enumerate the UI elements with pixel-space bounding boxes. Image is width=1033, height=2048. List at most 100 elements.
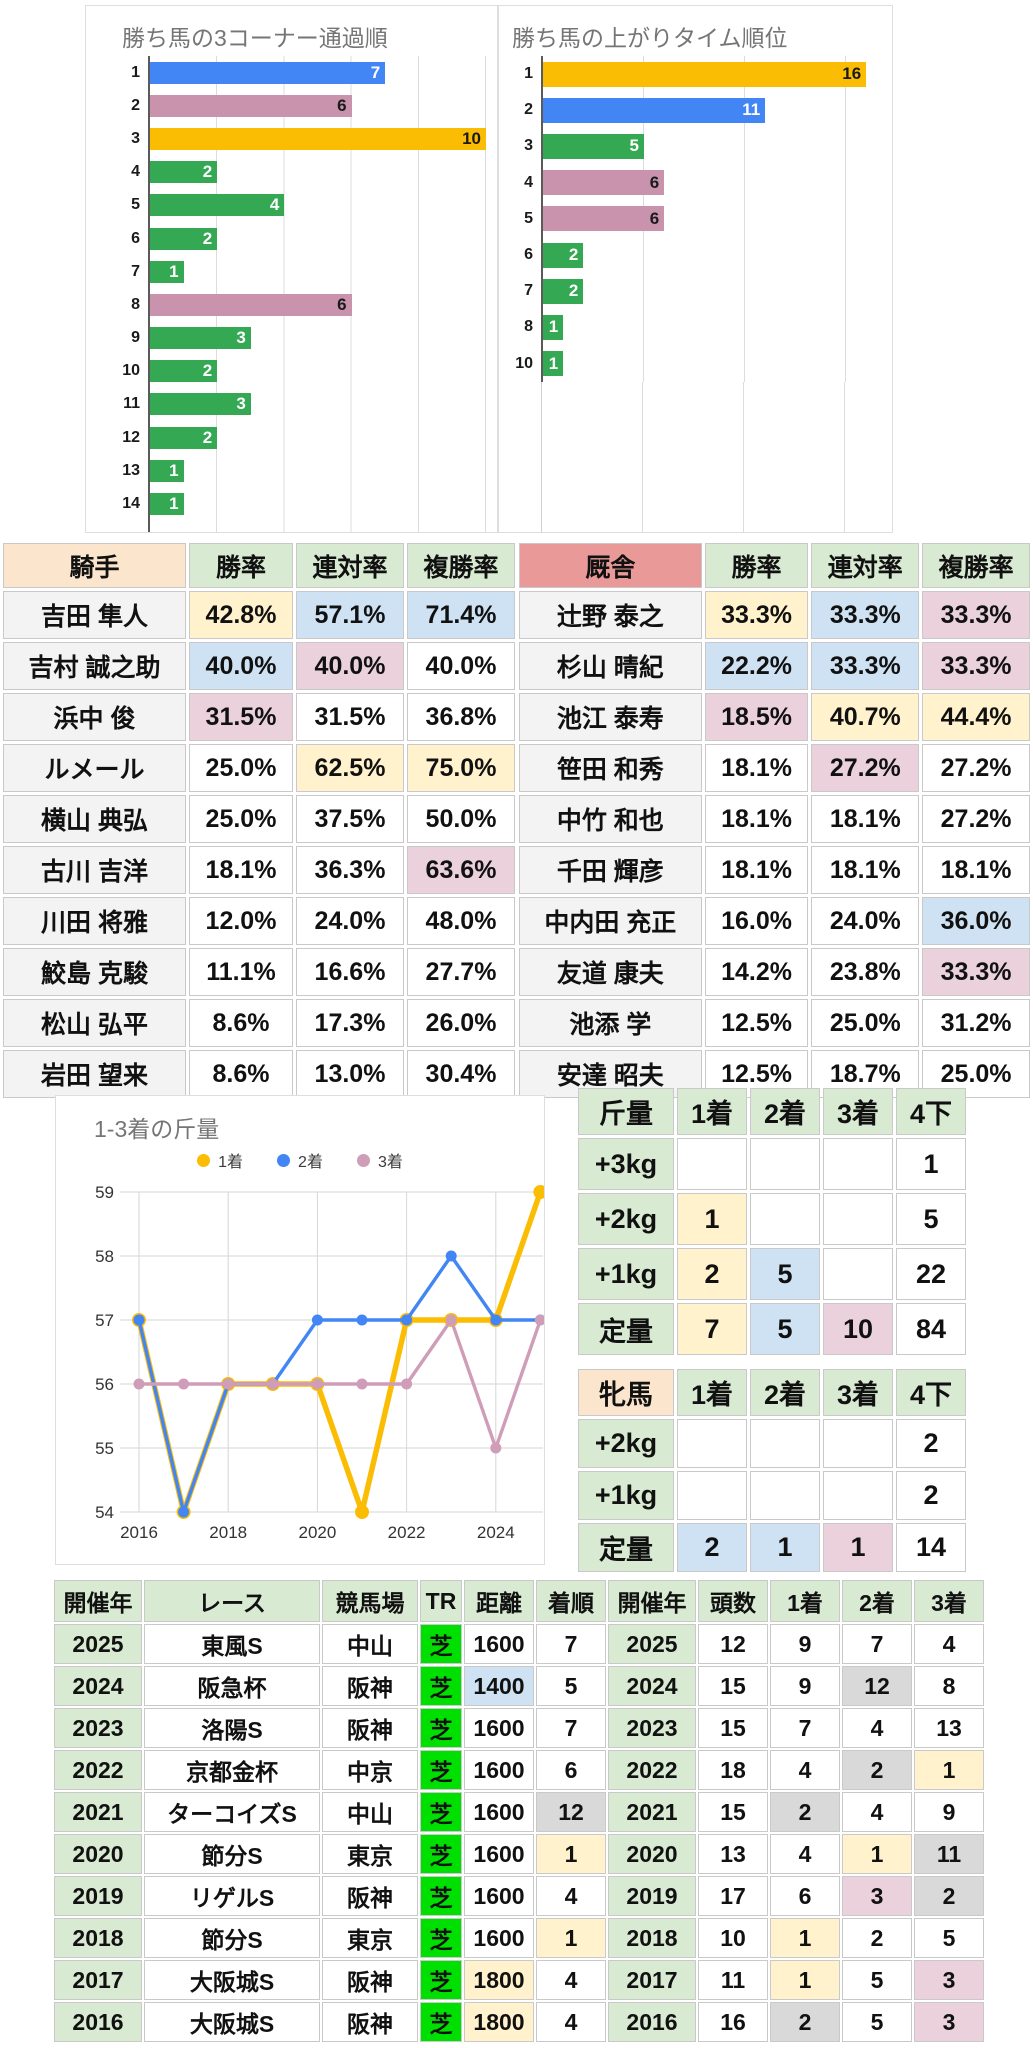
bar-value-label: 3 (236, 394, 246, 414)
cell: 2 (896, 1419, 966, 1468)
cell: 40.0% (189, 642, 293, 690)
cell: 千田 輝彦 (519, 846, 702, 894)
header-row: 牝馬 1着 2着 3着 4下 (578, 1369, 966, 1416)
column-header: レース (144, 1580, 320, 1622)
cell: 4 (536, 1960, 606, 2000)
cell: 2018 (608, 1918, 696, 1958)
cell: 12 (536, 1792, 606, 1832)
cell: 2021 (54, 1792, 142, 1832)
data-point-2着 (401, 1314, 413, 1326)
cell: 2022 (608, 1750, 696, 1790)
cell: 5 (750, 1303, 820, 1355)
table-row: 2019 リゲルS 阪神芝 1600 4 2019 17 6 3 2 (54, 1876, 984, 1916)
carried-weight-table: 斤量 1着 2着 3着 4下 +3kg 1 +2kg 1 5 +1kg 2 5 22 定量 7 5 10 84 (575, 1085, 969, 1358)
cell: ターコイズS (144, 1792, 320, 1832)
bar: 3 (150, 327, 251, 350)
axis-category-label: 1 (131, 63, 140, 81)
cell: 8.6% (189, 999, 293, 1047)
column-header: 競馬場 (322, 1580, 418, 1622)
bar-row: 13 1 (86, 454, 496, 488)
y-axis-label: 56 (95, 1375, 114, 1394)
column-header: 2着 (750, 1088, 820, 1135)
cell: 1600 (464, 1834, 534, 1874)
table-row: 辻野 泰之 33.3% 33.3% 33.3% (519, 591, 1030, 639)
final-time-rank-plot: 1 16 2 11 3 5 4 6 5 6 6 2 7 2 8 1 10 1 (499, 56, 891, 532)
cell: 4 (842, 1792, 912, 1832)
bar-value-label: 2 (568, 245, 579, 265)
cell: 12.0% (189, 897, 293, 945)
cell: 6 (536, 1750, 606, 1790)
cell: 11 (914, 1834, 984, 1874)
cell: 1 (896, 1138, 966, 1190)
cell: 11 (698, 1960, 768, 2000)
legend-item-1st: 1着 (197, 1148, 243, 1172)
bar-track: 1 (541, 309, 891, 346)
bar-track: 2 (148, 354, 496, 388)
axis-category-label: 13 (122, 461, 140, 479)
bar: 5 (543, 133, 644, 159)
cell: 36.0% (922, 897, 1030, 945)
bar-value-label: 1 (169, 261, 179, 281)
cell: 1 (823, 1523, 893, 1572)
cell: 中山 (322, 1624, 418, 1664)
cell: 友道 康夫 (519, 948, 702, 996)
cell: 1600 (464, 1792, 534, 1832)
cell: 16 (698, 2002, 768, 2042)
bar: 11 (543, 97, 766, 123)
column-header: 複勝率 (407, 543, 515, 588)
cell: 36.8% (407, 693, 515, 741)
chart-title: 勝ち馬の上がりタイム順位 (512, 25, 788, 51)
cell: 芝 (420, 1708, 462, 1748)
cell: 37.5% (296, 795, 404, 843)
table-row: 2025 東風S 中山芝 1600 7 2025 12 9 7 4 (54, 1624, 984, 1664)
table-row: 2022 京都金杯 中京芝 1600 6 2022 18 4 2 1 (54, 1750, 984, 1790)
column-header: 開催年 (54, 1580, 142, 1622)
cell: 5 (536, 1666, 606, 1706)
cell: 3 (914, 1960, 984, 2000)
cell: 大阪城S (144, 1960, 320, 2000)
table-row: 2021 ターコイズS 中山芝 1600 12 2021 15 2 4 9 (54, 1792, 984, 1832)
bar-value-label: 1 (548, 353, 559, 373)
bar-track: 1 (148, 255, 496, 289)
cell: 5 (842, 1960, 912, 2000)
cell: 12 (842, 1666, 912, 1706)
jockey-rate-table: 騎手 勝率 連対率 複勝率 吉田 隼人 42.8% 57.1% 71.4% 吉村 誠之助 40.0… (0, 540, 518, 1101)
column-header: 厩舎 (519, 543, 702, 588)
bar-row: 1 16 (499, 56, 891, 93)
cell: 吉村 誠之助 (3, 642, 186, 690)
cell: 15 (698, 1666, 768, 1706)
data-point-3着 (401, 1378, 413, 1390)
column-header: 斤量 (578, 1088, 674, 1135)
legend-item-2nd: 2着 (277, 1148, 323, 1172)
cell: 阪急杯 (144, 1666, 320, 1706)
cell: 芝 (420, 1960, 462, 2000)
table-row: 2023 洛陽S 阪神芝 1600 7 2023 15 7 4 13 (54, 1708, 984, 1748)
cell: 2 (770, 1792, 840, 1832)
data-point-3着 (534, 1314, 544, 1326)
bar-value-label: 2 (202, 162, 213, 182)
axis-category-label: 7 (524, 282, 533, 300)
cell: 27.2% (811, 744, 920, 792)
bar-track: 11 (541, 92, 891, 129)
column-header: 複勝率 (922, 543, 1030, 588)
cell: ルメール (3, 744, 186, 792)
cell: 25.0% (811, 999, 920, 1047)
legend-item-3rd: 3着 (356, 1148, 403, 1172)
cell: 1600 (464, 1918, 534, 1958)
bar-track: 1 (541, 345, 891, 382)
data-point-3着 (222, 1378, 234, 1390)
table-row: ルメール 25.0% 62.5% 75.0% (3, 744, 515, 792)
bar-track: 10 (148, 122, 496, 156)
y-axis-label: 55 (95, 1439, 114, 1458)
mare-weight-table: 牝馬 1着 2着 3着 4下 +2kg 2 +1kg 2 定量 2 1 1 14 (575, 1366, 969, 1575)
bar-value-label: 11 (742, 100, 761, 120)
axis-category-label: 8 (524, 318, 533, 336)
cell: 26.0% (407, 999, 515, 1047)
bar: 3 (150, 393, 251, 416)
cell: 4 (536, 1876, 606, 1916)
